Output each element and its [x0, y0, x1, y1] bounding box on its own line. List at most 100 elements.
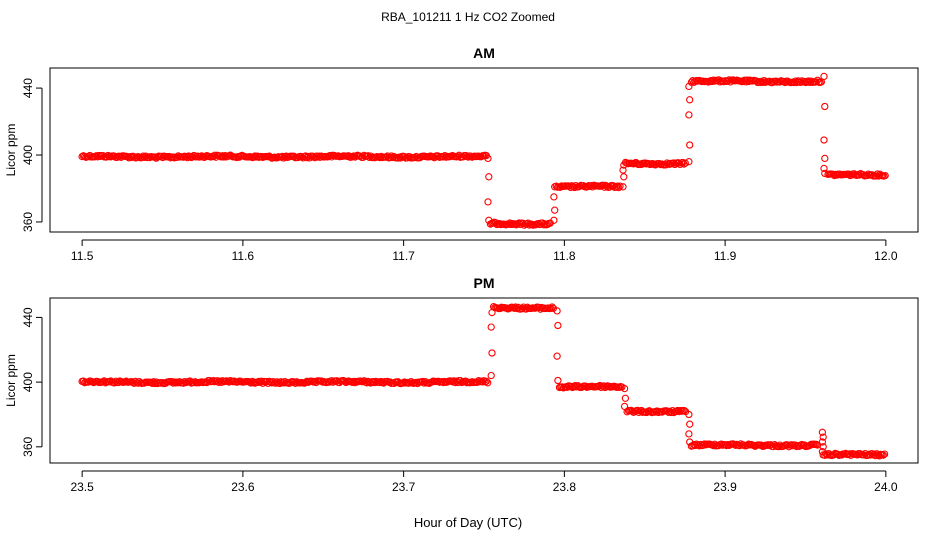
data-point — [488, 349, 496, 357]
data-point — [257, 377, 266, 385]
data-point — [818, 448, 827, 456]
y-tick-label: 440 — [21, 78, 35, 98]
data-point — [709, 76, 718, 84]
data-point — [685, 82, 693, 91]
data-point — [583, 183, 592, 191]
panel-am: AM Licor ppm 11.5 11.6 11.7 11.8 11.9 12.0 360 40… — [4, 45, 919, 263]
data-point — [554, 321, 562, 330]
data-point — [685, 430, 693, 438]
data-point — [616, 182, 624, 190]
y-tick-label: 360 — [21, 212, 35, 232]
data-point — [722, 441, 731, 450]
data-point — [620, 384, 629, 393]
x-tick-label: 11.7 — [392, 249, 415, 263]
y-tick-label: 400 — [21, 145, 35, 165]
data-point — [819, 443, 827, 451]
x-tick-label: 11.9 — [714, 249, 737, 263]
data-point — [681, 159, 689, 167]
data-point — [364, 152, 372, 160]
data-point — [819, 433, 827, 441]
data-point — [619, 166, 627, 174]
data-point — [820, 136, 828, 144]
data-point — [211, 151, 219, 159]
x-axis-label: Hour of Day (UTC) — [413, 515, 523, 530]
data-point — [553, 307, 561, 315]
x-tick-label: 23.6 — [231, 480, 255, 494]
data-point — [419, 377, 427, 386]
data-point — [615, 183, 623, 192]
data-point — [488, 308, 496, 317]
data-point — [820, 164, 828, 173]
data-point — [613, 182, 622, 190]
data-point — [686, 96, 694, 104]
data-point — [550, 193, 558, 201]
plot-frame — [49, 67, 919, 233]
data-point — [485, 173, 493, 181]
data-point — [821, 102, 829, 111]
data-point — [551, 183, 559, 191]
data-point — [669, 159, 678, 167]
panel-title: AM — [473, 45, 495, 61]
x-tick-label: 23.9 — [713, 480, 737, 494]
data-point — [620, 402, 629, 411]
data-point — [487, 371, 495, 380]
figure-title: RBA_101211 1 Hz CO2 Zoomed — [381, 10, 555, 24]
data-point — [442, 153, 450, 161]
data-point — [663, 407, 672, 415]
x-tick-label: 23.7 — [392, 480, 416, 494]
x-tick-label: 23.5 — [70, 480, 94, 494]
data-point — [487, 323, 495, 331]
data-point — [551, 206, 559, 214]
data-point — [685, 158, 693, 166]
data-point — [550, 216, 558, 224]
data-point — [754, 78, 762, 87]
data-point — [680, 406, 688, 415]
data-point — [654, 408, 662, 417]
data-point — [548, 303, 556, 311]
y-axis-label: Licor ppm — [4, 124, 18, 177]
x-tick-label: 11.8 — [553, 249, 576, 263]
plot-frame — [49, 297, 919, 464]
data-point — [879, 451, 887, 459]
data-point — [881, 171, 889, 180]
y-axis-label: Licor ppm — [4, 354, 18, 407]
x-tick-label: 11.6 — [232, 249, 255, 263]
data-point — [439, 378, 448, 387]
data-point — [819, 451, 827, 459]
data-point — [821, 154, 829, 163]
data-point — [482, 377, 491, 385]
x-tick-label: 12.0 — [874, 249, 898, 263]
data-point — [484, 154, 492, 163]
data-point — [621, 394, 630, 402]
data-point — [685, 111, 693, 119]
data-point — [685, 410, 693, 419]
data-point — [620, 161, 628, 169]
data-point — [553, 352, 561, 360]
data-point — [818, 438, 827, 446]
data-point — [686, 438, 694, 446]
panel-title: PM — [474, 275, 495, 291]
data-point — [880, 450, 889, 458]
data-point — [485, 216, 493, 224]
data-point — [554, 376, 562, 385]
x-tick-label: 23.8 — [553, 480, 577, 494]
data-point — [540, 221, 548, 229]
data-point — [513, 304, 521, 313]
data-point — [620, 173, 628, 181]
data-point — [139, 152, 147, 160]
data-point — [619, 183, 627, 191]
data-point — [708, 77, 716, 86]
data-point — [95, 151, 103, 160]
data-point — [220, 153, 228, 161]
data-point — [686, 420, 694, 428]
data-point — [686, 141, 694, 149]
data-point — [821, 169, 829, 178]
data-point — [484, 198, 492, 206]
y-tick-label: 400 — [21, 372, 35, 392]
data-point — [812, 78, 820, 86]
data-point — [480, 377, 488, 385]
y-tick-label: 440 — [21, 307, 35, 327]
data-point — [478, 378, 487, 386]
